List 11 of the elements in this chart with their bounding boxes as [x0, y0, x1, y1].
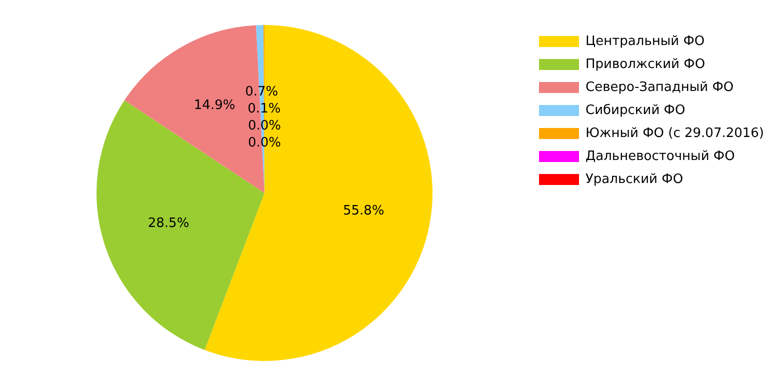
legend-label: Приволжский ФО — [586, 56, 706, 72]
data-label: 28.5% — [148, 216, 190, 232]
legend-label: Южный ФО (с 29.07.2016) — [586, 126, 764, 141]
data-label: 55.8% — [342, 204, 384, 219]
data-label: 0.7% — [245, 84, 278, 100]
legend-label: Сибирский ФО — [586, 102, 686, 118]
data-label: 14.9% — [194, 98, 236, 113]
legend-label: Уральский ФО — [586, 172, 684, 187]
legend-label: Центральный ФО — [586, 34, 705, 49]
legend-label: Северо-Западный ФО — [586, 80, 734, 95]
legend-label: Дальневосточный ФО — [586, 148, 735, 164]
